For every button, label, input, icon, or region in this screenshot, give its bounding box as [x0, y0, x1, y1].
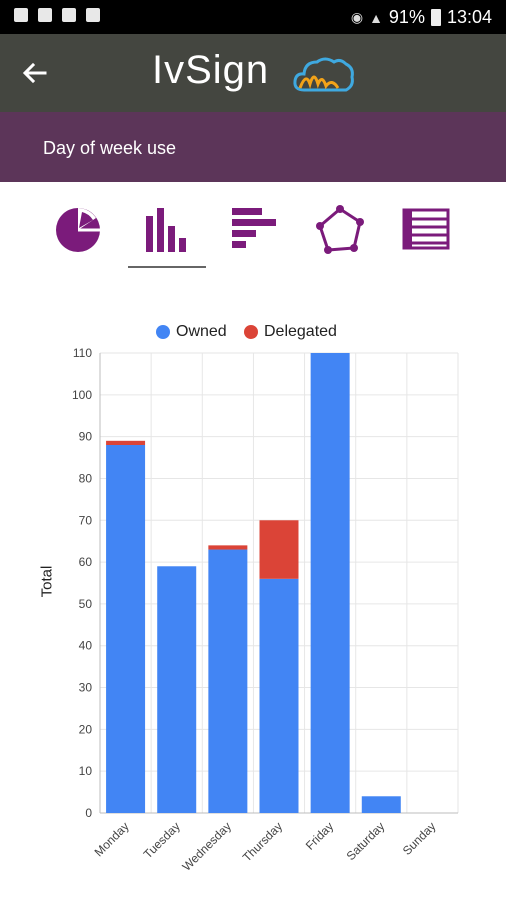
tab-horizontal-bar-chart[interactable] — [222, 204, 282, 264]
legend-swatch-owned — [156, 325, 170, 339]
table-icon — [402, 208, 450, 250]
bar-owned-friday — [310, 353, 350, 813]
tab-bar-chart[interactable] — [136, 204, 196, 264]
bar-chart-icon — [146, 208, 186, 252]
horizontal-bar-chart-icon — [232, 208, 276, 248]
clock: 13:04 — [446, 7, 492, 27]
x-tick-label: Saturday — [344, 819, 388, 863]
notification-icons — [14, 8, 100, 22]
pie-chart-icon — [56, 208, 100, 252]
x-tick-label: Wednesday — [179, 819, 234, 874]
legend-swatch-delegated — [244, 325, 258, 339]
x-tick-label: Monday — [92, 819, 132, 859]
y-tick-label: 0 — [85, 806, 92, 820]
bar-owned-wednesday — [208, 549, 248, 813]
legend-label-delegated: Delegated — [264, 323, 337, 340]
chart-type-tabs — [0, 182, 506, 282]
y-tick-label: 50 — [79, 597, 93, 611]
y-tick-label: 80 — [79, 471, 93, 485]
tab-table[interactable] — [396, 204, 456, 264]
legend-item-delegated[interactable]: Delegated — [244, 323, 337, 341]
app-title: IvSign — [152, 48, 270, 92]
app-bar: IvSign — [0, 34, 506, 112]
radar-chart-icon — [316, 205, 364, 254]
y-tick-label: 90 — [79, 430, 93, 444]
back-button[interactable] — [18, 56, 52, 90]
signature-cloud-logo-icon — [293, 57, 354, 92]
signal-icon: ▲ — [369, 9, 383, 26]
y-tick-label: 60 — [79, 555, 93, 569]
y-tick-label: 70 — [79, 513, 93, 527]
y-tick-label: 40 — [79, 639, 93, 653]
legend-label-owned: Owned — [176, 323, 227, 340]
y-tick-label: 10 — [79, 764, 93, 778]
battery-percent: 91% — [388, 7, 425, 27]
x-tick-label: Thursday — [240, 819, 285, 864]
feedly-notification-icon — [86, 8, 100, 22]
bar-owned-thursday — [259, 578, 299, 813]
chart-legend: Owned Delegated — [0, 323, 506, 345]
battery-icon — [430, 9, 441, 26]
y-tick-label: 30 — [79, 681, 93, 695]
tab-pie-chart[interactable] — [48, 204, 108, 264]
bar-delegated-thursday — [259, 520, 299, 579]
mail-notification-icon — [62, 8, 76, 22]
x-tick-label: Sunday — [400, 819, 439, 858]
bar-owned-tuesday — [157, 566, 197, 813]
y-tick-label: 20 — [79, 722, 93, 736]
bar-owned-monday — [106, 445, 146, 813]
bar-delegated-wednesday — [208, 545, 248, 550]
y-tick-label: 110 — [73, 346, 92, 360]
wifi-icon: ◉ — [350, 9, 364, 25]
bar-delegated-monday — [106, 440, 146, 445]
x-tick-label: Tuesday — [141, 819, 183, 861]
x-tick-label: Friday — [303, 819, 336, 852]
flipboard-notification-icon — [38, 8, 52, 22]
section-header: Day of week use — [0, 112, 506, 182]
section-title: Day of week use — [43, 138, 177, 158]
back-arrow-icon — [22, 62, 47, 84]
tab-radar-chart[interactable] — [310, 204, 370, 264]
status-indicators: ◉ ▲ 91% 13:04 — [351, 7, 492, 28]
gallery-notification-icon — [14, 8, 28, 22]
legend-item-owned[interactable]: Owned — [156, 323, 227, 341]
status-bar: ◉ ▲ 91% 13:04 — [0, 0, 506, 34]
bar-owned-saturday — [361, 796, 401, 813]
y-tick-label: 100 — [72, 388, 92, 402]
selected-tab-indicator — [128, 266, 206, 268]
